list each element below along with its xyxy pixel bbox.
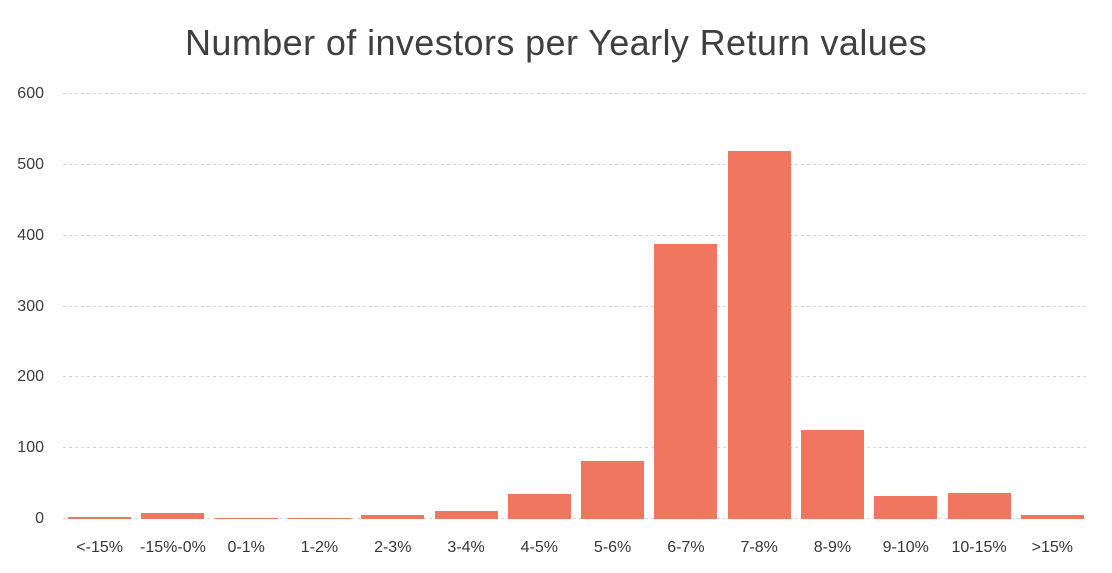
- y-tick-label-300: 300: [17, 297, 44, 315]
- x-tick-label-9-10%: 9-10%: [882, 539, 929, 556]
- bar-slot: [723, 94, 796, 519]
- x-tick-label->15%: >15%: [1031, 539, 1073, 556]
- x-tick-label--15%-0%: -15%-0%: [140, 539, 206, 556]
- gridline-600: [63, 93, 1089, 94]
- bar-9-10%: [874, 496, 938, 519]
- bar--15%-0%: [141, 512, 205, 519]
- x-tick-label-4-5%: 4-5%: [520, 539, 558, 556]
- y-tick-label-500: 500: [17, 155, 44, 173]
- gridline-100: [63, 447, 1089, 449]
- bar-slot: [869, 94, 942, 519]
- bar-4-5%: [507, 494, 571, 519]
- x-tick-label-1-2%: 1-2%: [300, 539, 339, 556]
- bar-3-4%: [434, 510, 498, 519]
- y-axis: 0 100 200 300 400 500 600: [0, 85, 44, 527]
- bar->15%: [1020, 515, 1084, 519]
- bar-slot: [942, 94, 1015, 519]
- bar-slot: [1016, 94, 1089, 519]
- bar-slot: [210, 94, 283, 519]
- x-tick-label-<-15%: <-15%: [76, 539, 123, 556]
- chart-title: Number of investors per Yearly Return va…: [185, 22, 927, 63]
- gridline-200: [63, 376, 1089, 378]
- bar-slot: [283, 94, 356, 519]
- bar-slot: [356, 94, 429, 519]
- bar-10-15%: [947, 492, 1011, 519]
- bar-slot: [796, 94, 869, 519]
- bar-0-1%: [214, 517, 278, 519]
- bar-7-8%: [727, 150, 791, 519]
- x-tick-label-2-3%: 2-3%: [374, 539, 412, 556]
- x-tick-label-6-7%: 6-7%: [667, 539, 705, 556]
- bar-slot: [503, 94, 576, 519]
- x-tick-label-10-15%: 10-15%: [951, 539, 1007, 556]
- bar-<-15%: [68, 516, 132, 519]
- plot-area: [63, 93, 1089, 519]
- bar-8-9%: [800, 429, 864, 519]
- x-tick-label-3-4%: 3-4%: [447, 539, 485, 556]
- gridline-0: [63, 518, 1089, 519]
- x-axis: <-15% -15%-0% 0-1% 1-2% 2-3% 3-4% 4-5% 5-6% 6-7%…: [63, 533, 1089, 563]
- y-tick-label-200: 200: [17, 368, 44, 386]
- y-tick-label-400: 400: [17, 226, 44, 244]
- bar-slot: [429, 94, 502, 519]
- bar-slot: [576, 94, 649, 519]
- x-tick-label-0-1%: 0-1%: [227, 539, 265, 556]
- gridline-500: [63, 163, 1089, 165]
- bar-slot: [649, 94, 722, 519]
- y-tick-label-100: 100: [17, 439, 44, 457]
- bar-6-7%: [654, 244, 718, 519]
- y-tick-label-600: 600: [17, 85, 44, 102]
- bar-slot: [63, 94, 136, 519]
- gridline-300: [63, 305, 1089, 307]
- bar-series: [63, 94, 1089, 519]
- x-tick-label-8-9%: 8-9%: [813, 539, 852, 556]
- bar-2-3%: [361, 515, 425, 519]
- x-tick-label-5-6%: 5-6%: [593, 539, 632, 556]
- gridline-400: [63, 234, 1089, 236]
- x-tick-label-7-8%: 7-8%: [740, 539, 778, 556]
- bar-slot: [136, 94, 209, 519]
- bar-1-2%: [287, 517, 351, 519]
- y-tick-label-0: 0: [35, 510, 44, 527]
- bar-5-6%: [581, 460, 645, 519]
